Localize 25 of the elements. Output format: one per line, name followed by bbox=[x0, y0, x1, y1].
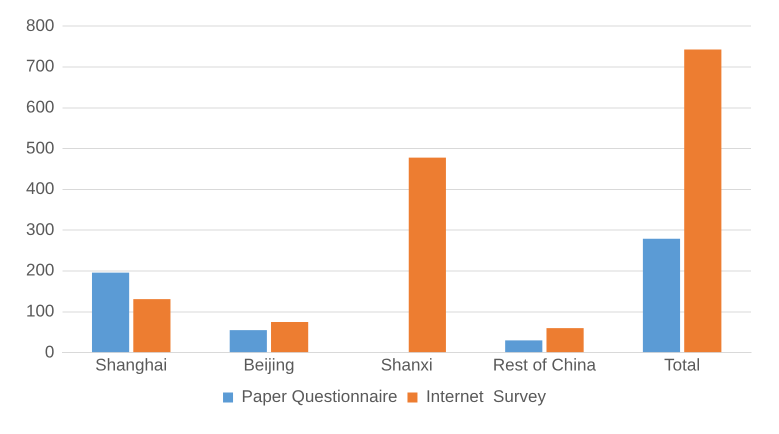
bar bbox=[230, 330, 267, 352]
bar bbox=[271, 322, 308, 352]
y-tick-label: 200 bbox=[26, 260, 54, 280]
legend-label: Paper Questionnaire bbox=[242, 387, 398, 406]
x-tick-label: Beijing bbox=[243, 355, 294, 374]
bar bbox=[642, 238, 680, 352]
x-tick-label: Total bbox=[664, 355, 700, 374]
y-tick-label: 0 bbox=[44, 342, 54, 362]
x-tick-label: Shanxi bbox=[380, 355, 433, 374]
y-tick-label: 100 bbox=[26, 301, 54, 320]
bar bbox=[408, 158, 446, 352]
y-tick-label: 600 bbox=[26, 97, 54, 116]
bar bbox=[505, 340, 542, 352]
x-tick-label: Shanghai bbox=[95, 355, 168, 374]
y-tick-label: 800 bbox=[26, 16, 54, 35]
legend-label: Internet Survey bbox=[426, 387, 546, 406]
x-tick-label: Rest of China bbox=[492, 355, 596, 374]
bar bbox=[92, 272, 130, 352]
bar bbox=[546, 328, 584, 352]
bar bbox=[684, 49, 722, 352]
y-tick-label: 700 bbox=[26, 56, 54, 76]
bar bbox=[133, 299, 170, 352]
y-tick-label: 300 bbox=[26, 220, 54, 239]
y-tick-label: 500 bbox=[26, 138, 54, 158]
y-tick-label: 400 bbox=[26, 179, 54, 198]
